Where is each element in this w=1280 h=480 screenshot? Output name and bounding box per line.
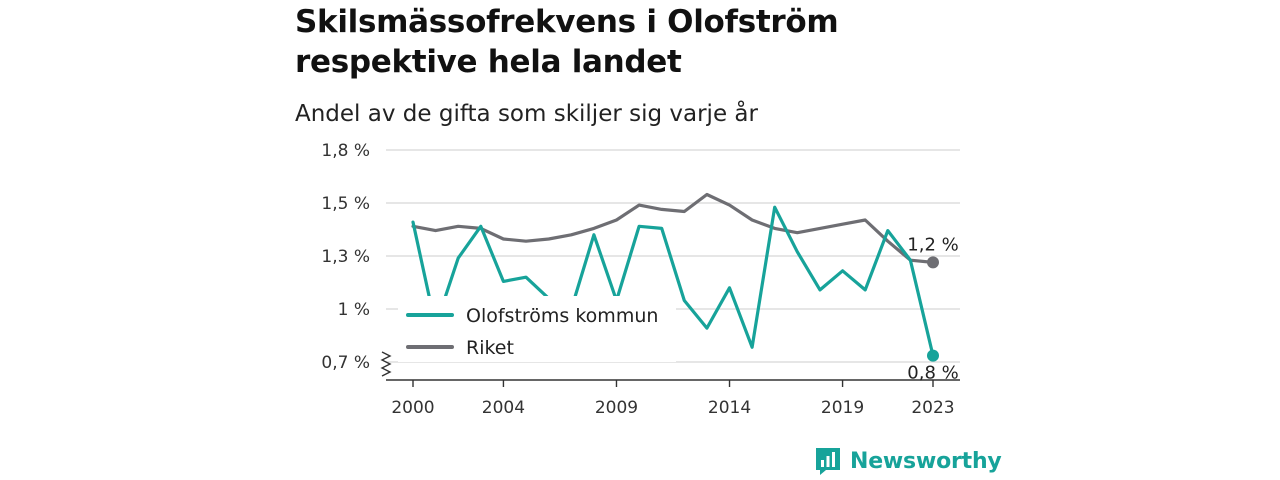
series-line-1	[411, 192, 935, 264]
y-axis: 0,7 % 1 % 1,3 % 1,5 % 1,8 %	[321, 141, 392, 377]
newsworthy-logo: Newsworthy	[814, 446, 1002, 476]
y-tick-label-4: 1,8 %	[321, 141, 370, 161]
x-tick-label-4: 2019	[821, 398, 864, 418]
end-labels: 1,2 % 0,8 %	[907, 234, 958, 383]
series-end-point-0	[927, 349, 939, 362]
end-label-riket: 1,2 %	[907, 234, 958, 255]
chart-subtitle: Andel av de gifta som skiljer sig varje …	[295, 101, 758, 127]
legend-background	[398, 296, 676, 362]
y-tick-label-2: 1,3 %	[321, 247, 370, 267]
legend-label-1: Riket	[466, 337, 514, 359]
y-tick-label-1: 1 %	[338, 300, 370, 320]
series-end-point-1	[927, 256, 939, 269]
x-axis: 2000 2004 2009 2014 2019 2023	[386, 379, 960, 418]
chart-title-line-1: Skilsmässofrekvens i Olofström	[295, 4, 839, 40]
bar-chart-logo-icon	[816, 448, 840, 475]
x-tick-label-3: 2014	[708, 398, 751, 418]
brand-name: Newsworthy	[850, 448, 1002, 474]
x-tick-label-5: 2023	[911, 398, 954, 418]
x-tick-label-0: 2000	[391, 398, 434, 418]
x-tick-label-1: 2004	[482, 398, 525, 418]
legend: Olofströms kommun Riket	[398, 296, 676, 362]
axis-break-icon	[380, 351, 392, 377]
series-line-0	[411, 205, 935, 358]
chart-title: Skilsmässofrekvens i Olofström respektiv…	[295, 2, 839, 82]
chart-title-line-2: respektive hela landet	[295, 44, 682, 80]
series-layer	[411, 192, 939, 362]
end-label-olofstrom: 0,8 %	[907, 363, 958, 384]
x-tick-label-2: 2009	[595, 398, 638, 418]
legend-label-0: Olofströms kommun	[466, 305, 658, 327]
y-tick-label-3: 1,5 %	[321, 194, 370, 214]
y-tick-label-0: 0,7 %	[321, 353, 370, 373]
